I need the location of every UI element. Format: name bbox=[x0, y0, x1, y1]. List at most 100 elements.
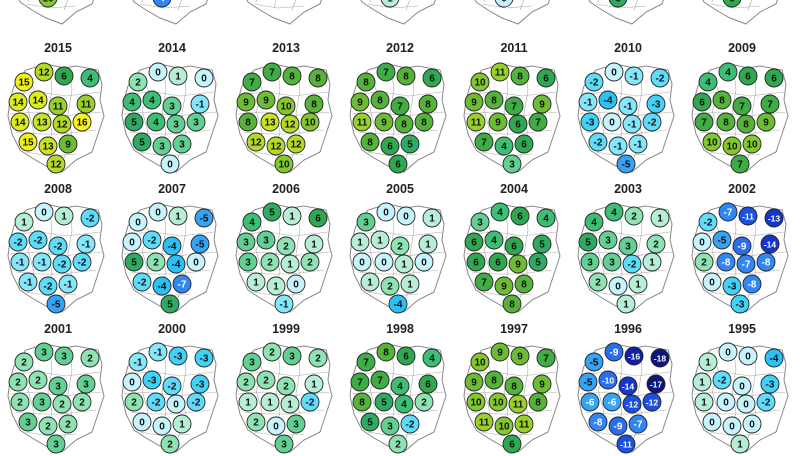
region-value-marker: -2 bbox=[622, 254, 642, 274]
region-circle bbox=[584, 72, 604, 92]
region-circle bbox=[764, 208, 784, 228]
region-value-marker: -2 bbox=[162, 376, 182, 396]
region-value-marker: 1 bbox=[280, 394, 300, 414]
region-value-marker: -2 bbox=[698, 212, 718, 232]
region-value-marker: 0 bbox=[148, 202, 168, 222]
region-value-marker: 10 bbox=[38, 0, 58, 8]
region-circle bbox=[148, 342, 168, 362]
region-circle bbox=[504, 376, 524, 396]
region-value-marker: 9 bbox=[350, 92, 370, 112]
region-value-label: 1 bbox=[245, 398, 251, 409]
region-circle bbox=[238, 112, 258, 132]
region-circle bbox=[490, 342, 510, 362]
region-circle bbox=[280, 394, 300, 414]
region-value-label: -3 bbox=[736, 300, 745, 311]
region-value-label: 15 bbox=[22, 138, 34, 149]
region-value-marker: 9 bbox=[490, 342, 510, 362]
region-value-marker: 2 bbox=[146, 252, 166, 272]
region-circle bbox=[624, 206, 644, 226]
map-year-title: 2012 bbox=[386, 41, 414, 55]
region-value-label: 0 bbox=[615, 282, 621, 293]
region-value-marker: -2 bbox=[80, 208, 100, 228]
region-value-marker: 1 bbox=[422, 208, 442, 228]
region-value-label: 6 bbox=[515, 120, 521, 131]
region-value-marker: 2 bbox=[388, 434, 408, 454]
poland-map: 23 3 22 23 32 3 2 23 2 23 bbox=[7, 342, 105, 454]
region-circle bbox=[650, 348, 670, 368]
region-circle bbox=[80, 208, 100, 228]
map-year-title: 2014 bbox=[158, 41, 186, 55]
region-value-label: 12 bbox=[38, 68, 50, 79]
region-circle bbox=[10, 252, 30, 272]
region-circle bbox=[146, 112, 166, 132]
region-circle bbox=[280, 254, 300, 274]
region-circle bbox=[466, 252, 486, 272]
region-value-label: 2 bbox=[17, 398, 23, 409]
region-value-marker: 2 bbox=[300, 252, 320, 272]
region-value-marker: -10 bbox=[598, 370, 618, 390]
region-circle bbox=[160, 154, 180, 174]
map-panel-partial-2: 22 bbox=[234, 0, 338, 28]
map-year-title: 2015 bbox=[44, 41, 72, 55]
region-circle bbox=[494, 136, 514, 156]
region-circle bbox=[246, 412, 266, 432]
region-value-label: 4 bbox=[149, 96, 155, 107]
region-value-label: 1 bbox=[657, 214, 663, 225]
region-circle bbox=[376, 342, 396, 362]
region-value-marker: 3 bbox=[172, 134, 192, 154]
region-value-marker: 3 bbox=[618, 236, 638, 256]
region-value-label: 5 bbox=[139, 138, 145, 149]
region-value-label: -6 bbox=[608, 398, 617, 409]
region-value-marker: -7 bbox=[628, 414, 648, 434]
region-value-marker: 2 bbox=[52, 394, 72, 414]
region-value-marker: 1 bbox=[730, 434, 750, 454]
region-value-marker: 2 bbox=[246, 412, 266, 432]
region-value-marker: -2 bbox=[400, 414, 420, 434]
region-value-label: 0 bbox=[709, 278, 715, 289]
region-circle bbox=[722, 416, 742, 436]
region-value-marker: -2 bbox=[584, 72, 604, 92]
region-value-marker: 1 bbox=[370, 230, 390, 250]
region-value-label: -2 bbox=[168, 382, 177, 393]
region-value-label: -2 bbox=[192, 398, 201, 409]
map-panel-partial-0: 10910 bbox=[6, 0, 110, 28]
region-value-label: 0 bbox=[273, 422, 279, 433]
region-circle bbox=[622, 394, 642, 414]
region-circle bbox=[470, 352, 490, 372]
region-value-label: -4 bbox=[158, 282, 167, 293]
region-value-label: 0 bbox=[709, 418, 715, 429]
region-circle bbox=[736, 394, 756, 414]
region-value-marker: -8 bbox=[588, 412, 608, 432]
region-value-marker: 2 bbox=[28, 370, 48, 390]
region-value-label: -7 bbox=[158, 0, 167, 5]
region-circle bbox=[712, 370, 732, 390]
region-value-marker: 7 bbox=[474, 272, 494, 292]
region-circle bbox=[8, 372, 28, 392]
region-value-label: 3 bbox=[41, 348, 47, 359]
region-value-label: 0 bbox=[745, 352, 751, 363]
region-value-marker: 3 bbox=[470, 212, 490, 232]
region-value-label: -2 bbox=[14, 238, 23, 249]
region-circle bbox=[464, 372, 484, 392]
region-value-label: -2 bbox=[58, 260, 67, 271]
region-value-label: 9 bbox=[381, 118, 387, 129]
region-value-label: -5 bbox=[590, 358, 599, 369]
region-value-marker: 0 bbox=[736, 394, 756, 414]
region-circle bbox=[48, 376, 68, 396]
region-circle bbox=[722, 0, 742, 8]
region-value-label: 9 bbox=[763, 118, 769, 129]
region-value-label: 4 bbox=[501, 142, 507, 153]
region-value-marker: 2 bbox=[14, 352, 34, 372]
region-value-label: 5 bbox=[269, 208, 275, 219]
region-value-marker: 4 bbox=[242, 212, 262, 232]
region-value-label: 2 bbox=[45, 422, 51, 433]
region-value-label: 2 bbox=[87, 354, 93, 365]
region-value-marker: 11 bbox=[466, 112, 486, 132]
region-circle bbox=[732, 236, 752, 256]
region-circle bbox=[46, 154, 66, 174]
region-circle bbox=[488, 252, 508, 272]
region-value-label: 8 bbox=[521, 280, 527, 291]
region-circle bbox=[370, 90, 390, 110]
region-circle bbox=[34, 62, 54, 82]
